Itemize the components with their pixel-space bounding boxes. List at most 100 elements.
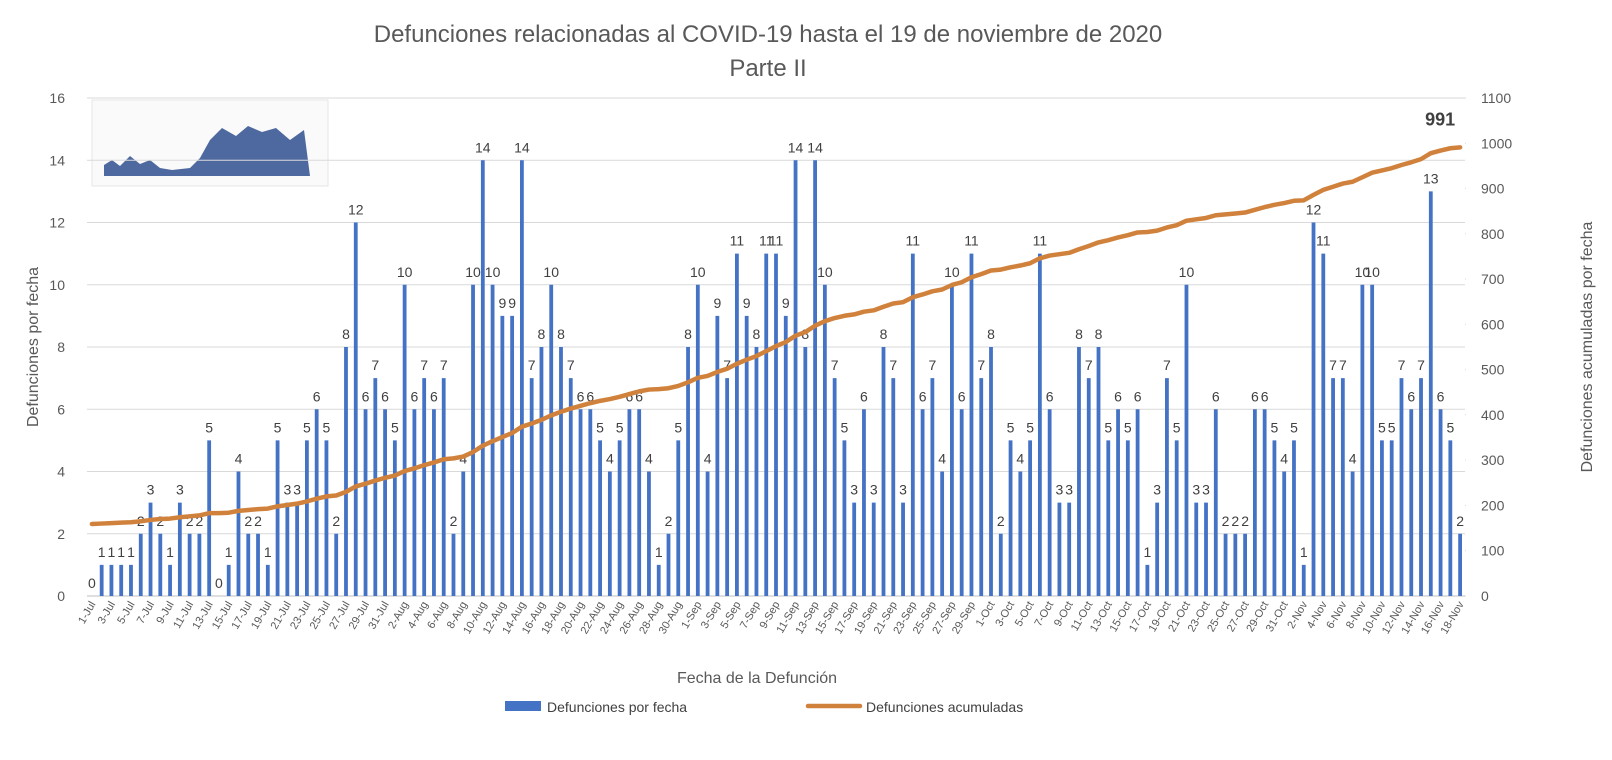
bar-value-label: 8 [880, 326, 888, 342]
bar [910, 253, 915, 596]
x-tick-label: 7-Jul [135, 600, 157, 627]
bar [1204, 502, 1208, 596]
bar [969, 253, 974, 596]
bar [1213, 409, 1218, 596]
bar-value-label: 7 [371, 357, 379, 373]
bar [1145, 564, 1150, 596]
bar-value-label: 14 [807, 139, 823, 155]
bar [1077, 347, 1081, 596]
bar-value-label: 8 [1095, 326, 1103, 342]
bar [1399, 378, 1404, 596]
bar [891, 378, 896, 596]
bar-value-label: 11 [730, 233, 745, 249]
bar-value-label: 5 [205, 419, 213, 435]
bar-value-label: 7 [977, 357, 985, 373]
bar [344, 347, 348, 596]
bar-value-label: 6 [635, 388, 643, 404]
bar [1008, 440, 1013, 596]
bar-value-label: 3 [870, 482, 878, 498]
legend-label: Defunciones acumuladas [866, 699, 1023, 715]
bar [1057, 502, 1062, 596]
y2-tick-label: 1100 [1481, 90, 1511, 106]
bar-value-label: 5 [303, 419, 311, 435]
bar-value-label: 6 [362, 388, 370, 404]
bar [793, 160, 798, 596]
bar-value-label: 11 [964, 233, 979, 249]
bar [1380, 440, 1384, 596]
bar [705, 471, 710, 596]
bar-value-label: 13 [1423, 170, 1439, 186]
bar-value-label: 7 [1163, 357, 1171, 373]
bar-value-label: 14 [788, 139, 804, 155]
bar [285, 502, 290, 596]
bar [950, 284, 954, 596]
bar [1311, 222, 1316, 596]
bar [432, 409, 436, 596]
bar-value-label: 7 [889, 357, 897, 373]
bar [314, 409, 319, 596]
bar [1252, 409, 1257, 596]
bar-value-label: 11 [906, 233, 921, 249]
bar-value-label: 7 [1398, 357, 1406, 373]
bar [275, 440, 280, 596]
x-tick-label: 3-Jul [96, 600, 118, 627]
bar-value-label: 6 [577, 388, 585, 404]
bar-value-label: 6 [1114, 388, 1122, 404]
bar [998, 533, 1003, 596]
bar [735, 253, 739, 596]
bar [871, 502, 876, 596]
bar-value-label: 6 [1407, 388, 1415, 404]
bar-value-label: 3 [899, 482, 907, 498]
bar [383, 409, 387, 596]
y2-tick-label: 900 [1481, 181, 1505, 197]
bar [1028, 440, 1032, 596]
bar [1331, 378, 1335, 596]
bar [402, 284, 407, 596]
bar-value-label: 5 [1104, 419, 1112, 435]
bar [1282, 471, 1287, 596]
bar-value-label: 5 [1378, 419, 1386, 435]
bar-value-label: 7 [831, 357, 839, 373]
bar [461, 471, 466, 596]
bar [373, 378, 378, 596]
bar [539, 347, 544, 596]
bar-value-label: 10 [1364, 264, 1380, 280]
bar-value-label: 3 [1192, 482, 1200, 498]
bar-value-label: 7 [528, 357, 536, 373]
bar-value-label: 2 [1222, 513, 1230, 529]
bar [168, 564, 172, 596]
y2-axis-label: Defunciones acumuladas por fecha [1579, 221, 1596, 472]
bar-value-label: 3 [1202, 482, 1210, 498]
y-tick-label: 14 [49, 152, 65, 168]
bar-value-label: 7 [440, 357, 448, 373]
bar-value-label: 9 [713, 295, 721, 311]
bar [1428, 191, 1433, 596]
legend-swatch [505, 701, 541, 711]
bar-value-label: 1 [655, 544, 663, 560]
bar-value-label: 10 [465, 264, 481, 280]
bar-value-label: 3 [1065, 482, 1073, 498]
bar-value-label: 4 [1280, 451, 1288, 467]
bar [764, 253, 769, 596]
bar-value-label: 1 [225, 544, 233, 560]
bar [715, 315, 720, 596]
bar [1262, 409, 1267, 596]
bar [1458, 533, 1463, 596]
bar-value-label: 7 [420, 357, 428, 373]
cumulative-line [89, 145, 1463, 527]
bar-value-label: 9 [498, 295, 506, 311]
bar-value-label: 10 [1355, 264, 1371, 280]
bar [1243, 533, 1248, 596]
bar [520, 160, 524, 596]
bar-value-label: 1 [108, 544, 116, 560]
bar-value-label: 2 [1241, 513, 1249, 529]
bar [1292, 440, 1296, 596]
x-tick-label: 7-Oct [1032, 600, 1056, 629]
bar-value-label: 10 [543, 264, 559, 280]
bar-value-label: 2 [244, 513, 252, 529]
bar-value-label: 12 [1306, 202, 1322, 218]
bar-value-label: 4 [645, 451, 653, 467]
bar [1301, 564, 1306, 596]
bar [647, 471, 651, 596]
bar [754, 347, 759, 596]
